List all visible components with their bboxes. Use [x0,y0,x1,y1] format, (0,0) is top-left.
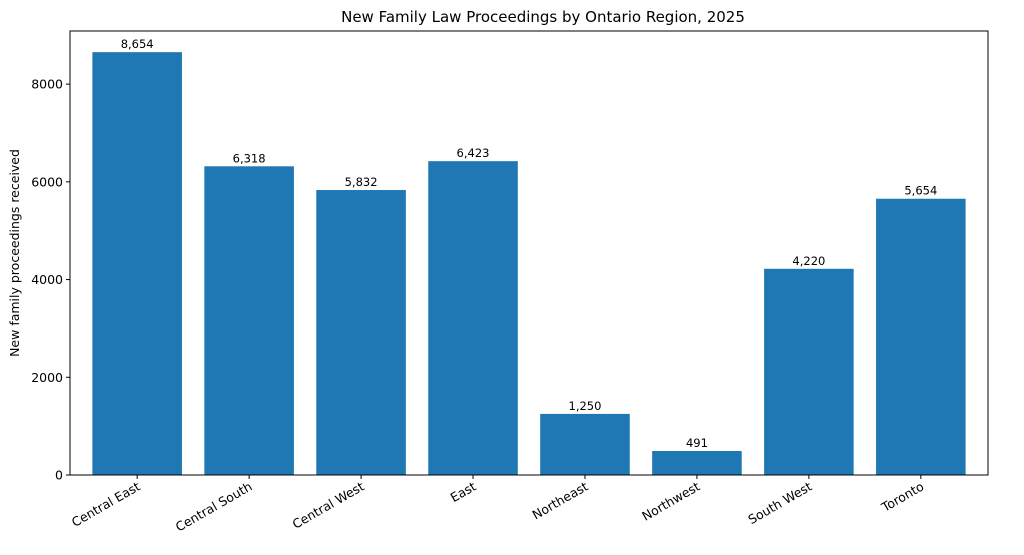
chart-title: New Family Law Proceedings by Ontario Re… [341,8,745,26]
plot-frame [69,30,989,476]
x-tick-label: Central South [173,479,255,535]
x-tick-label: Northwest [639,479,702,524]
data-label: 491 [686,436,708,450]
data-label: 1,250 [569,399,602,413]
bar [540,413,630,475]
bar [92,52,182,475]
bar [316,190,406,476]
data-label: 5,832 [345,175,378,189]
bar [764,268,854,475]
bar [876,198,966,476]
bar [652,451,742,475]
data-label: 4,220 [792,254,825,268]
bar [204,166,294,476]
x-tick-label: East [448,479,479,506]
y-tick-label: 4000 [31,272,63,287]
y-tick-label: 2000 [31,370,63,385]
x-tick-label: Central West [290,479,367,532]
x-tick-label: South West [745,479,814,528]
data-label: 5,654 [904,184,937,198]
y-tick-label: 8000 [31,77,63,92]
y-tick-label: 6000 [31,174,63,189]
x-tick-label: Northeast [530,479,591,523]
data-label: 6,318 [233,151,266,165]
y-axis-label: New family proceedings received [7,149,22,357]
x-tick-label: Toronto [878,479,926,516]
data-label: 8,654 [121,37,154,51]
bar [428,161,518,476]
data-label: 6,423 [457,146,490,160]
y-tick-label: 0 [55,468,63,483]
plot-area: 8,654 6,318 5,832 6,423 1,250 491 4,220 5,654 0 2… [31,37,966,535]
x-tick-label: Central East [69,479,143,530]
